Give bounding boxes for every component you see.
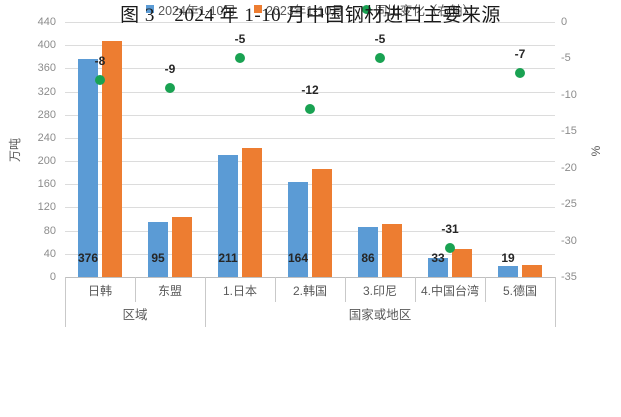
right-axis-tick: -15 xyxy=(561,125,577,137)
gridline xyxy=(65,68,555,69)
gridline xyxy=(65,92,555,93)
bar-2024年1-10月 xyxy=(288,182,308,277)
yoy-value-label: -5 xyxy=(234,32,246,46)
left-axis-tick: 280 xyxy=(37,109,56,121)
yoy-value-label: -8 xyxy=(94,54,106,68)
category-axis-line xyxy=(65,277,556,278)
right-axis-tick: 0 xyxy=(561,16,568,28)
bar-2023年1-10月 xyxy=(102,41,122,277)
category-label: 2.韩国 xyxy=(292,284,327,298)
right-axis-tick: -10 xyxy=(561,89,577,101)
left-axis-tick: 200 xyxy=(37,155,56,167)
bar-value-label: 376 xyxy=(77,251,99,265)
bar-value-label: 33 xyxy=(431,251,445,265)
legend-square-marker-icon xyxy=(146,5,155,13)
category-separator xyxy=(485,277,486,302)
yoy-value-label: -31 xyxy=(441,222,459,236)
yoy-dot xyxy=(235,53,245,63)
right-axis-title: % xyxy=(589,145,603,157)
chart-legend: 2024年1-10月 2023年1-10月 同比变化（右轴） xyxy=(0,0,621,18)
gridline xyxy=(65,138,555,139)
gridline xyxy=(65,207,555,208)
bar-2023年1-10月 xyxy=(452,249,472,277)
category-separator xyxy=(345,277,346,302)
bar-2024年1-10月 xyxy=(78,59,98,277)
category-label: 1.日本 xyxy=(222,284,257,298)
bar-2023年1-10月 xyxy=(312,169,332,277)
figure-caption: 图 3 2024 年 1-10 月中国钢材进口主要来源 xyxy=(120,5,501,26)
bar-2023年1-10月 xyxy=(382,224,402,277)
right-axis-tick: -20 xyxy=(561,162,577,174)
gridline xyxy=(65,231,555,232)
right-axis-tick: -30 xyxy=(561,235,577,247)
category-label: 3.印尼 xyxy=(362,284,397,298)
left-axis-tick: 440 xyxy=(37,16,56,28)
legend-item: 2024年1-10月 xyxy=(146,0,236,19)
legend-square-marker-icon xyxy=(253,5,262,13)
category-separator xyxy=(415,277,416,302)
gridline xyxy=(65,115,555,116)
right-axis-tick: -25 xyxy=(561,198,577,210)
category-label: 4.中国台湾 xyxy=(420,284,479,298)
category-separator xyxy=(65,277,66,327)
category-label: 东盟 xyxy=(157,284,182,298)
category-separator xyxy=(275,277,276,302)
yoy-dot xyxy=(165,83,175,93)
yoy-value-label: -7 xyxy=(514,47,526,61)
category-group-label: 区域 xyxy=(122,308,148,322)
bar-value-label: 164 xyxy=(287,251,309,265)
left-axis-tick: 0 xyxy=(49,271,56,283)
gridline xyxy=(65,161,555,162)
bar-2023年1-10月 xyxy=(242,148,262,277)
yoy-value-label: -9 xyxy=(164,62,176,76)
legend-item: 2023年1-10月 xyxy=(253,0,344,19)
bar-value-label: 211 xyxy=(218,251,238,265)
left-axis-tick: 120 xyxy=(37,201,56,213)
legend-label: 2023年1-10月 xyxy=(265,3,344,18)
bar-value-label: 95 xyxy=(151,251,165,265)
legend-label: 同比变化（右轴） xyxy=(374,3,475,18)
legend-circle-marker-icon xyxy=(361,4,371,14)
yoy-value-label: -12 xyxy=(301,83,319,97)
category-label: 5.德国 xyxy=(502,284,537,298)
left-axis-tick: 240 xyxy=(37,132,56,144)
right-axis-tick: -35 xyxy=(561,271,577,283)
gridline xyxy=(65,45,555,46)
category-label: 日韩 xyxy=(87,284,112,298)
bar-2024年1-10月 xyxy=(428,258,448,277)
left-axis-tick: 320 xyxy=(37,86,56,98)
bar-2023年1-10月 xyxy=(172,217,192,277)
yoy-dot xyxy=(515,68,525,78)
bar-2024年1-10月 xyxy=(498,266,518,277)
left-axis-tick: 160 xyxy=(37,178,56,190)
left-axis-tick: 360 xyxy=(37,62,56,74)
yoy-dot xyxy=(305,104,315,114)
category-separator xyxy=(135,277,136,302)
left-axis-tick: 40 xyxy=(43,248,56,260)
gridline xyxy=(65,184,555,185)
yoy-dot xyxy=(375,53,385,63)
yoy-dot xyxy=(95,75,105,85)
bar-2023年1-10月 xyxy=(522,265,542,277)
left-axis-title: 万吨 xyxy=(8,138,22,163)
bar-2024年1-10月 xyxy=(358,227,378,277)
bar-2024年1-10月 xyxy=(148,222,168,277)
category-separator xyxy=(555,277,556,327)
legend-label: 2024年1-10月 xyxy=(158,3,236,18)
left-axis-tick: 80 xyxy=(43,225,56,237)
left-axis-tick: 400 xyxy=(37,39,56,51)
gridline xyxy=(65,22,555,23)
legend-item: 同比变化（右轴） xyxy=(361,0,475,19)
bar-2024年1-10月 xyxy=(218,155,238,277)
yoy-dot xyxy=(445,243,455,253)
bar-value-label: 86 xyxy=(361,251,375,265)
right-axis-tick: -5 xyxy=(561,52,571,64)
category-separator xyxy=(205,277,206,327)
bar-value-label: 19 xyxy=(501,251,515,265)
gridline xyxy=(65,254,555,255)
category-group-label: 国家或地区 xyxy=(348,308,412,322)
yoy-value-label: -5 xyxy=(374,32,386,46)
